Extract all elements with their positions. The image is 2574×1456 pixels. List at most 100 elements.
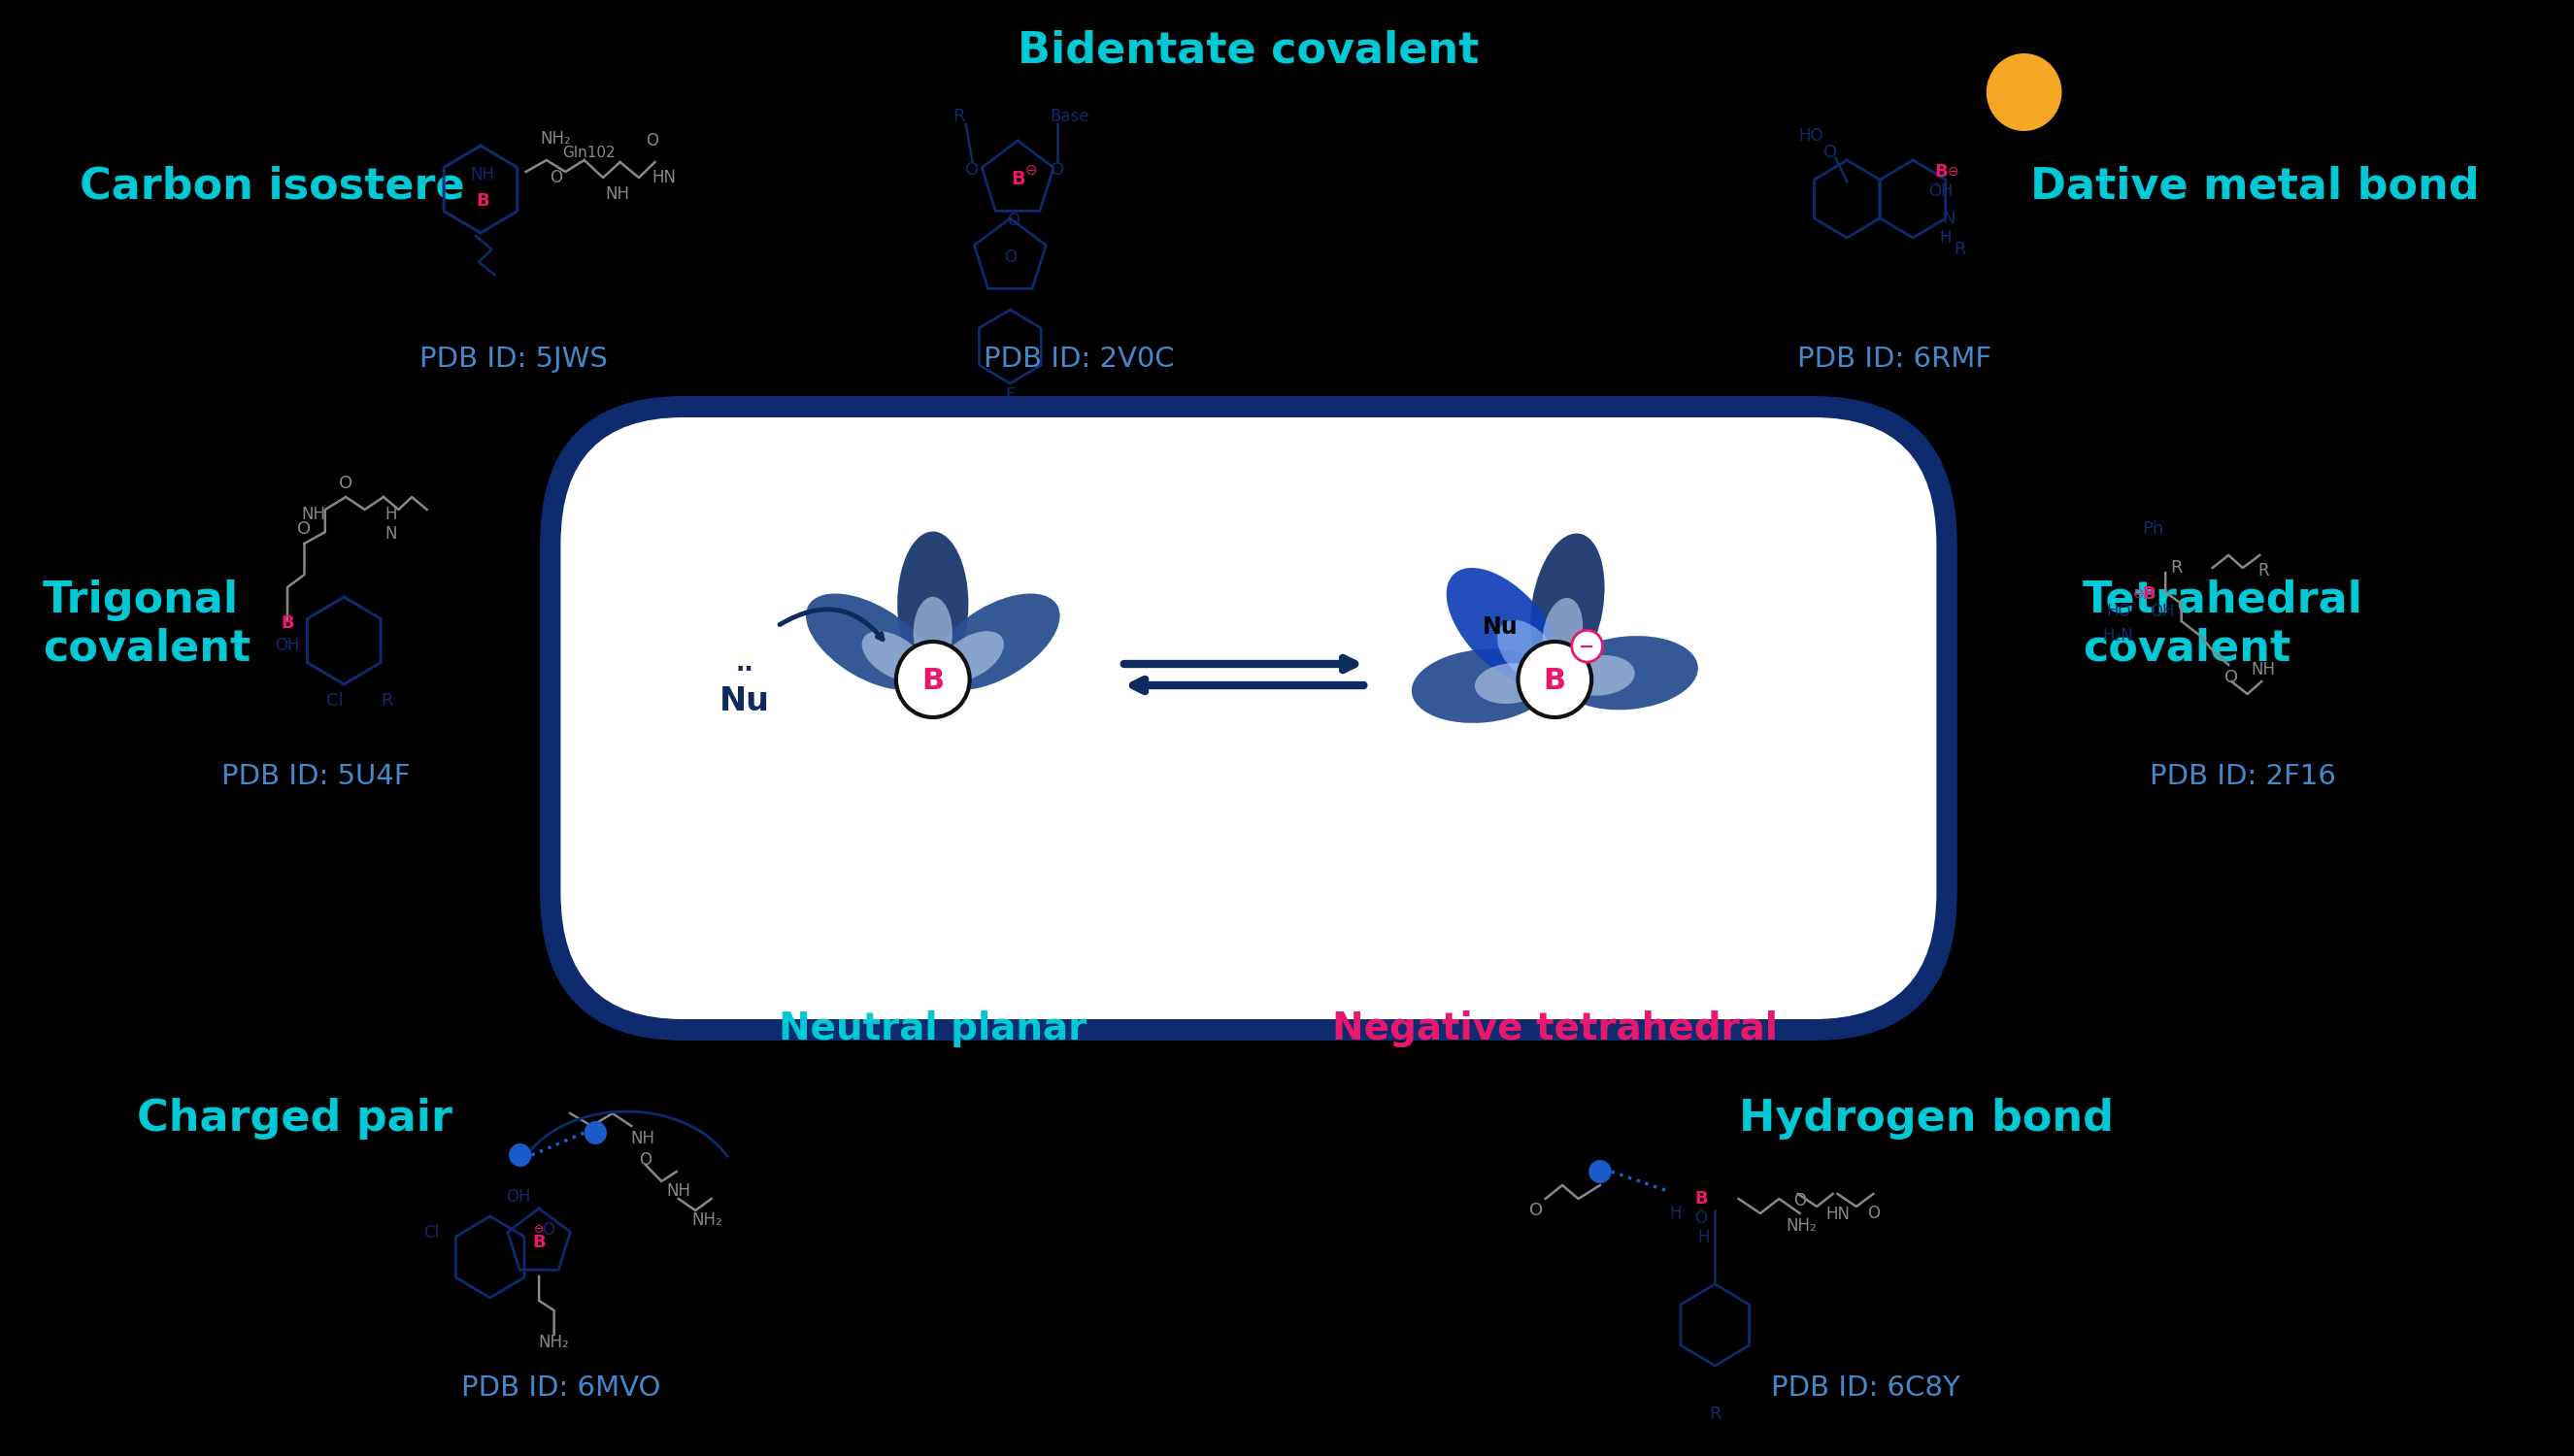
Text: NH: NH (667, 1182, 690, 1200)
Ellipse shape (914, 597, 952, 670)
Text: NH₂: NH₂ (692, 1211, 723, 1229)
Text: ⊖: ⊖ (1949, 165, 1959, 179)
Text: OH: OH (1928, 182, 1954, 199)
Ellipse shape (1557, 636, 1699, 711)
Text: B: B (1544, 667, 1565, 695)
Text: O: O (1529, 1201, 1542, 1219)
Text: Negative tetrahedral: Negative tetrahedral (1331, 1010, 1779, 1047)
Ellipse shape (1542, 598, 1583, 670)
Text: H
N: H N (386, 505, 396, 543)
Text: O: O (543, 1222, 556, 1239)
Text: B: B (2142, 585, 2154, 603)
Text: Tetrahedral: Tetrahedral (2082, 579, 2363, 620)
Text: O: O (340, 475, 353, 492)
Ellipse shape (1532, 533, 1604, 677)
Text: O: O (1866, 1204, 1879, 1222)
Text: NH: NH (605, 185, 631, 202)
Text: Cl: Cl (327, 692, 342, 709)
Circle shape (584, 1121, 607, 1144)
Text: O: O (1794, 1192, 1807, 1210)
Text: covalent: covalent (41, 628, 250, 670)
Text: Base: Base (1050, 108, 1089, 125)
Text: R: R (1954, 240, 1967, 258)
Text: ··: ·· (736, 658, 754, 681)
Circle shape (510, 1143, 530, 1166)
Text: H: H (1941, 229, 1951, 246)
Text: H₂N: H₂N (2103, 628, 2134, 645)
Text: O: O (1694, 1210, 1707, 1227)
Text: PDB ID: 2F16: PDB ID: 2F16 (2149, 763, 2335, 791)
Text: ⊖: ⊖ (2134, 587, 2144, 601)
Ellipse shape (1498, 620, 1557, 681)
Ellipse shape (940, 630, 1004, 681)
Text: HO: HO (2106, 603, 2131, 620)
Text: HN: HN (1825, 1206, 1851, 1223)
Text: B: B (921, 667, 945, 695)
Text: PDB ID: 5JWS: PDB ID: 5JWS (420, 345, 607, 373)
Text: Charged pair: Charged pair (136, 1098, 453, 1139)
Ellipse shape (1565, 655, 1634, 696)
Text: PDB ID: 2V0C: PDB ID: 2V0C (983, 345, 1174, 373)
Text: PDB ID: 6RMF: PDB ID: 6RMF (1797, 345, 1992, 373)
Text: Gln102: Gln102 (564, 146, 615, 160)
Circle shape (1987, 54, 2062, 131)
Text: B: B (1012, 170, 1024, 189)
Text: O: O (551, 169, 561, 186)
Ellipse shape (1411, 649, 1552, 724)
Text: O: O (638, 1152, 651, 1169)
Circle shape (1519, 642, 1591, 718)
Text: HN: HN (651, 169, 677, 186)
Text: OH: OH (2149, 603, 2175, 620)
Text: R: R (1709, 1405, 1722, 1423)
Text: HO: HO (1799, 127, 1822, 144)
Text: Nu: Nu (1483, 616, 1519, 639)
Text: Nu: Nu (718, 684, 770, 716)
Text: NH: NH (2252, 661, 2275, 678)
Ellipse shape (1447, 568, 1560, 684)
Text: F: F (1006, 386, 1014, 403)
Text: NH₂: NH₂ (1786, 1217, 1817, 1235)
Text: NH: NH (471, 166, 494, 183)
Text: O: O (646, 132, 659, 150)
Text: Carbon isostere: Carbon isostere (80, 166, 466, 207)
Text: NH: NH (631, 1130, 654, 1147)
Text: OH: OH (275, 636, 299, 654)
Text: NH₂: NH₂ (538, 1334, 569, 1351)
Text: H: H (1671, 1204, 1681, 1222)
Text: Trigonal: Trigonal (41, 579, 239, 620)
Text: O: O (1822, 144, 1838, 162)
Text: O: O (1004, 249, 1017, 266)
Text: R: R (2257, 562, 2270, 579)
Text: Bidentate covalent: Bidentate covalent (1017, 29, 1480, 71)
Text: PDB ID: 5U4F: PDB ID: 5U4F (221, 763, 409, 791)
Ellipse shape (1475, 664, 1544, 703)
Circle shape (1588, 1160, 1611, 1184)
Text: NH: NH (301, 505, 327, 523)
Text: B: B (476, 192, 489, 210)
Ellipse shape (806, 594, 932, 690)
Text: Hydrogen bond: Hydrogen bond (1737, 1098, 2113, 1139)
Text: B: B (533, 1233, 546, 1251)
Text: O: O (965, 162, 978, 179)
Text: N: N (1943, 210, 1956, 227)
Text: ⊖: ⊖ (533, 1223, 543, 1236)
Text: B: B (1936, 163, 1949, 181)
Ellipse shape (932, 594, 1060, 690)
Text: B: B (281, 614, 293, 632)
Text: PDB ID: 6C8Y: PDB ID: 6C8Y (1771, 1374, 1961, 1402)
Text: O: O (2224, 668, 2239, 686)
Text: Zn²⁺: Zn²⁺ (2000, 83, 2049, 103)
Text: PDB ID: 6MVO: PDB ID: 6MVO (461, 1374, 662, 1402)
FancyBboxPatch shape (561, 418, 1936, 1019)
Ellipse shape (862, 630, 927, 681)
Text: NH₂: NH₂ (541, 130, 571, 147)
FancyBboxPatch shape (541, 396, 1956, 1041)
Text: H: H (1699, 1229, 1709, 1246)
Ellipse shape (898, 531, 968, 677)
Text: Cl: Cl (425, 1224, 440, 1242)
Text: O: O (299, 520, 311, 537)
Text: B: B (1694, 1190, 1707, 1207)
Text: −: − (1580, 638, 1596, 657)
Circle shape (1573, 630, 1604, 662)
Text: Dative metal bond: Dative metal bond (2031, 166, 2479, 207)
